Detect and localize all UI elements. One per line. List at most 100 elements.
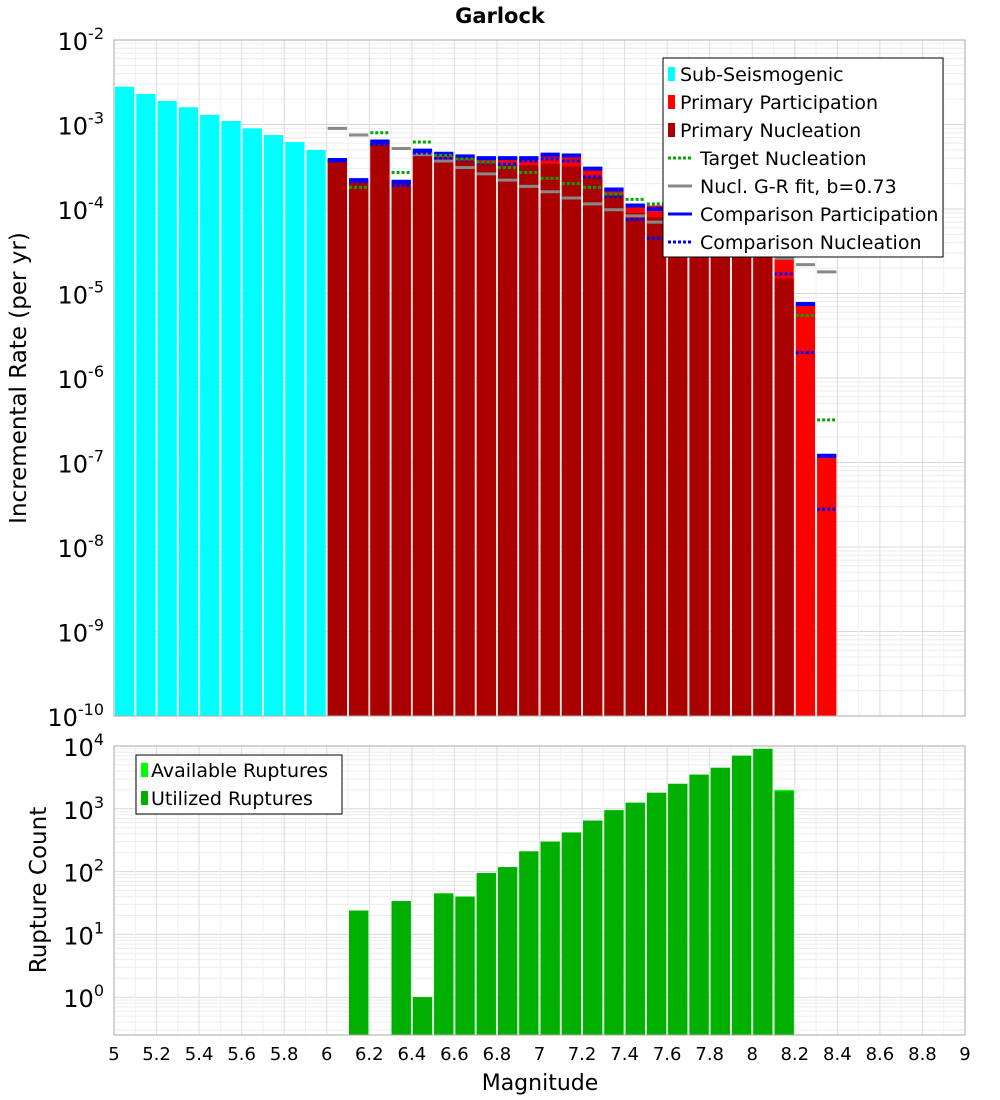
primary-nucleation-bar — [604, 194, 624, 716]
primary-nucleation-bar — [519, 165, 539, 717]
x-tick-label: 8.2 — [780, 1044, 809, 1065]
top-y-tick-label: 10-7 — [58, 447, 105, 479]
utilized-ruptures-bar — [476, 872, 496, 1035]
utilized-ruptures-bar — [412, 997, 433, 1035]
bottom-legend-box — [135, 754, 343, 815]
sub-seismogenic-bar — [263, 135, 284, 717]
utilized-ruptures-bar — [391, 901, 411, 1035]
top-y-tick-label: 10-3 — [58, 109, 105, 141]
utilized-ruptures-bar — [349, 910, 369, 1035]
primary-nucleation-bar — [774, 278, 794, 716]
x-tick-label: 6.2 — [355, 1044, 384, 1065]
utilized-ruptures-bar — [689, 774, 709, 1035]
top-y-tick-label: 10-8 — [58, 531, 105, 563]
bottom-legend: Available Ruptures Utilized Ruptures — [135, 754, 343, 815]
primary-nucleation-bar — [434, 158, 454, 717]
bottom-legend-label: Available Ruptures — [151, 760, 328, 782]
primary-participation-bar — [795, 304, 816, 716]
bottom-y-tick-label: 102 — [63, 856, 104, 888]
primary-nucleation-bar — [689, 234, 709, 717]
utilized-ruptures-bar — [540, 841, 560, 1035]
primary-nucleation-bar — [710, 234, 730, 717]
bottom-plot-frame — [113, 745, 966, 1036]
top-y-tick-label: 10-4 — [58, 193, 105, 225]
utilized-ruptures-bar — [668, 783, 688, 1035]
x-tick-label: 5 — [108, 1044, 119, 1065]
top-legend-label: Target Nucleation — [699, 148, 867, 170]
top-legend-swatch — [668, 123, 675, 137]
x-axis-label: Magnitude — [482, 1071, 599, 1096]
bottom-y-axis-label: Rupture Count — [26, 807, 52, 973]
sub-seismogenic-bar — [221, 121, 241, 716]
top-legend-swatch — [668, 67, 675, 81]
bottom-y-tick-label: 101 — [63, 918, 104, 950]
utilized-ruptures-bar — [519, 851, 539, 1035]
sub-seismogenic-bar — [242, 128, 262, 716]
top-plot-frame — [113, 39, 966, 717]
primary-nucleation-bar — [731, 235, 752, 716]
x-tick-label: 6.4 — [398, 1044, 427, 1065]
top-y-tick-label: 10-5 — [58, 278, 105, 310]
x-tick-label: 8 — [747, 1044, 758, 1065]
sub-seismogenic-bar — [115, 86, 135, 716]
primary-nucleation-bar — [646, 217, 667, 716]
bottom-y-tick-label: 100 — [63, 981, 104, 1013]
utilized-ruptures-bar — [583, 820, 603, 1035]
primary-nucleation-bar — [540, 164, 560, 716]
top-legend-swatch — [668, 95, 675, 109]
utilized-ruptures-bar — [604, 810, 624, 1035]
top-y-tick-label: 10-9 — [58, 616, 105, 648]
chart-title: Garlock — [455, 4, 546, 28]
top-y-tick-label: 10-6 — [58, 362, 105, 394]
top-y-tick-label: 10-2 — [58, 24, 105, 56]
primary-nucleation-bar — [561, 166, 582, 716]
bottom-y-tick-label: 104 — [63, 730, 104, 762]
x-tick-label: 7 — [534, 1044, 545, 1065]
utilized-ruptures-bar — [731, 755, 752, 1035]
primary-nucleation-bar — [625, 212, 645, 716]
x-tick-label: 6.6 — [440, 1044, 469, 1065]
utilized-ruptures-bar — [646, 792, 667, 1035]
top-legend-label: Primary Participation — [680, 92, 878, 114]
sub-seismogenic-bar — [285, 142, 305, 716]
x-tick-label: 8.4 — [823, 1044, 852, 1065]
primary-nucleation-bar — [370, 143, 390, 716]
sub-seismogenic-bar — [200, 114, 220, 717]
utilized-ruptures-bar — [774, 791, 794, 1035]
x-tick-label: 8.6 — [866, 1044, 895, 1065]
utilized-ruptures-bar — [497, 867, 518, 1035]
sub-seismogenic-bar — [157, 100, 177, 717]
x-tick-label: 8.8 — [908, 1044, 937, 1065]
top-legend-box — [662, 57, 944, 258]
top-legend-label: Sub-Seismogenic — [680, 64, 844, 86]
primary-nucleation-bar — [497, 165, 518, 717]
primary-nucleation-bar — [327, 161, 348, 716]
top-legend: Sub-Seismogenic Primary Participation Prim… — [662, 57, 944, 258]
bottom-legend-swatch — [141, 791, 148, 805]
sub-seismogenic-bar — [136, 93, 156, 716]
x-tick-label: 5.6 — [227, 1044, 256, 1065]
sub-seismogenic-bar — [178, 107, 199, 717]
primary-nucleation-bar — [412, 153, 433, 717]
x-tick-label: 7.8 — [695, 1044, 724, 1065]
top-y-axis-label: Incremental Rate (per yr) — [6, 232, 32, 524]
top-legend-label: Primary Nucleation — [680, 120, 861, 142]
utilized-ruptures-bar — [710, 767, 730, 1035]
bottom-legend-swatch — [141, 763, 148, 777]
x-tick-label: 5.4 — [185, 1044, 214, 1065]
utilized-ruptures-bar — [561, 832, 582, 1035]
utilized-ruptures-bar — [434, 893, 454, 1035]
x-tick-label: 9 — [959, 1044, 970, 1065]
utilized-ruptures-bar — [455, 896, 475, 1035]
top-legend-label: Comparison Nucleation — [700, 232, 922, 254]
x-tick-label: 7.2 — [568, 1044, 597, 1065]
top-y-tick-label: 10-10 — [47, 700, 104, 732]
primary-nucleation-bar — [455, 160, 475, 717]
primary-nucleation-bar — [349, 181, 369, 717]
top-legend-label: Nucl. G-R fit, b=0.73 — [700, 176, 897, 198]
primary-nucleation-bar — [583, 176, 603, 717]
x-tick-label: 6 — [321, 1044, 332, 1065]
bottom-legend-label: Utilized Ruptures — [151, 788, 313, 810]
primary-nucleation-bar — [753, 240, 773, 716]
